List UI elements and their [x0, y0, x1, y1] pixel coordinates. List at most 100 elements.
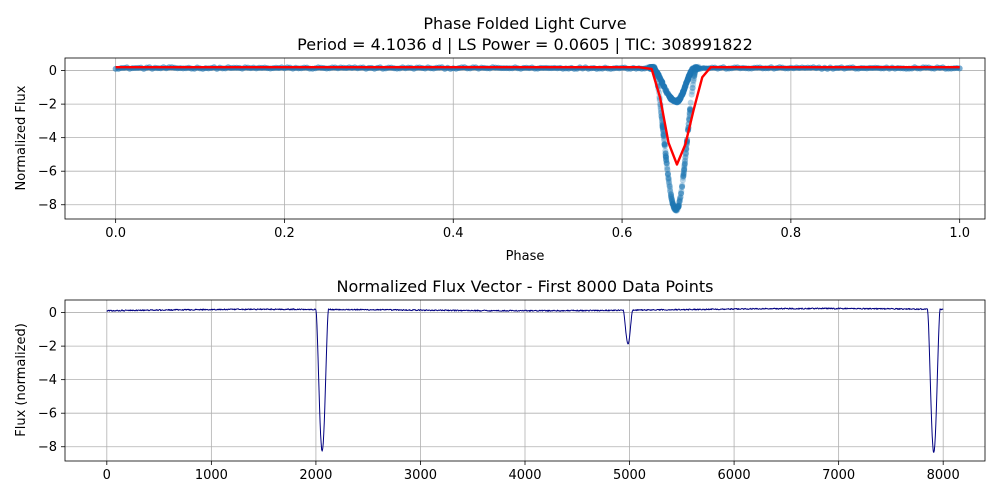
chart1-data-point — [666, 178, 673, 185]
chart1-data-point — [662, 154, 669, 161]
chart1-data-point — [667, 190, 674, 197]
chart1-data-point — [681, 161, 688, 168]
chart1-data-point — [668, 193, 675, 200]
chart1-data-point — [670, 202, 677, 209]
chart1-data-point — [675, 203, 682, 210]
chart1-data-point — [695, 65, 702, 72]
chart1-data-point — [695, 66, 702, 73]
chart1-data-point — [663, 88, 670, 95]
chart1-data-point — [687, 106, 694, 113]
chart1-xtick-label: 0.0 — [105, 226, 126, 241]
chart1-data-point — [692, 67, 699, 74]
chart1-data-point — [687, 106, 694, 113]
chart1-data-point — [694, 65, 701, 72]
chart1-data-point — [673, 207, 680, 214]
chart1-data-point — [660, 132, 667, 139]
chart2-ytick-label: 0 — [49, 306, 57, 321]
chart1-data-point — [663, 154, 670, 161]
chart1-subtitle: Period = 4.1036 d | LS Power = 0.0605 | … — [297, 35, 753, 54]
chart1-data-point — [689, 84, 696, 91]
chart1-data-point — [679, 177, 686, 184]
chart1-data-point — [669, 196, 676, 203]
chart1-data-point — [681, 166, 688, 173]
chart1-data-point — [672, 207, 679, 214]
chart1-data-point — [664, 170, 671, 177]
chart1-data-point — [670, 201, 677, 208]
chart1-data-point — [694, 64, 701, 71]
chart1-data-point — [661, 142, 668, 149]
chart1-xtick-label: 0.2 — [274, 226, 295, 241]
chart1-data-point — [674, 204, 681, 211]
chart1-data-point — [669, 197, 676, 204]
chart1-data-point — [689, 85, 696, 92]
chart1-data-point — [680, 171, 687, 178]
chart1-data-point — [687, 70, 694, 77]
chart1-data-point — [694, 66, 701, 73]
chart1-data-point — [693, 65, 700, 72]
chart1-data-point — [671, 204, 678, 211]
chart1-data-point — [663, 159, 670, 166]
chart1-data-point — [661, 140, 668, 147]
chart1-data-point — [652, 67, 659, 74]
chart1-data-point — [682, 157, 689, 164]
chart1-data-point — [672, 205, 679, 212]
chart1-data-point — [676, 195, 683, 202]
chart1-data-point — [677, 190, 684, 197]
chart1-data-point — [659, 126, 666, 133]
chart1-xtick-label: 0.6 — [612, 226, 633, 241]
chart1-data-point — [693, 65, 700, 72]
chart2-grid — [65, 300, 985, 461]
chart1-data-point — [663, 160, 670, 167]
chart1-ytick-label: −2 — [38, 98, 57, 113]
chart1-plot-area — [112, 63, 963, 214]
chart1-data-point — [676, 197, 683, 204]
chart2-axes: 0 1000 2000 3000 4000 5000 6000 7000 8000 0 −2 −4 −6… — [38, 299, 986, 483]
chart1-data-point — [692, 66, 699, 73]
chart1-data-point — [671, 205, 678, 212]
chart1-data-point — [673, 207, 680, 214]
chart1-binned-line — [115, 66, 960, 166]
chart1-data-point — [675, 202, 682, 209]
chart1-data-point — [690, 75, 697, 82]
chart1-data-point — [675, 204, 682, 211]
chart1-data-point — [658, 79, 665, 86]
chart2-xtick-label: 8000 — [927, 468, 960, 483]
chart1-data-point — [680, 174, 687, 181]
chart1-data-point — [671, 205, 678, 212]
chart1-data-point — [661, 141, 668, 148]
chart2-xtick-label: 7000 — [822, 468, 855, 483]
chart1-data-point — [662, 153, 669, 160]
chart1-data-point — [695, 66, 702, 73]
chart1-data-point — [681, 165, 688, 172]
chart1-data-point — [677, 194, 684, 201]
chart1-data-point — [689, 88, 696, 95]
chart1-data-point — [665, 175, 672, 182]
chart1-data-point — [669, 200, 676, 207]
chart1-data-point — [662, 150, 669, 157]
chart1-data-point — [675, 202, 682, 209]
chart1-data-point — [691, 71, 698, 78]
chart1-data-point — [681, 163, 688, 170]
chart1-data-point — [688, 91, 695, 98]
chart1-data-point — [670, 203, 677, 210]
chart1-data-point — [681, 162, 688, 169]
chart1-data-point — [694, 65, 701, 72]
chart1-data-point — [681, 166, 688, 173]
chart2-xtick-label: 2000 — [299, 468, 332, 483]
chart1-data-point — [653, 70, 660, 77]
chart1-data-point — [687, 106, 694, 113]
chart1-data-point — [671, 205, 678, 212]
chart1-data-point — [691, 73, 698, 80]
chart1-data-point — [691, 68, 698, 75]
chart2-xtick-label: 3000 — [404, 468, 437, 483]
chart2-xtick-label: 4000 — [508, 468, 541, 483]
chart1-data-point — [694, 64, 701, 71]
chart1-data-point — [669, 199, 676, 206]
chart1-axes: 0.0 0.2 0.4 0.6 0.8 1.0 0 −2 −4 −6 −8 — [38, 57, 986, 241]
chart1-data-point — [668, 196, 675, 203]
chart1-data-point — [669, 200, 676, 207]
chart1-ticks: 0.0 0.2 0.4 0.6 0.8 1.0 0 −2 −4 −6 −8 — [38, 64, 970, 241]
chart2-flux-line — [106, 307, 944, 453]
chart1-data-point — [693, 65, 700, 72]
chart1-data-point — [673, 205, 680, 212]
